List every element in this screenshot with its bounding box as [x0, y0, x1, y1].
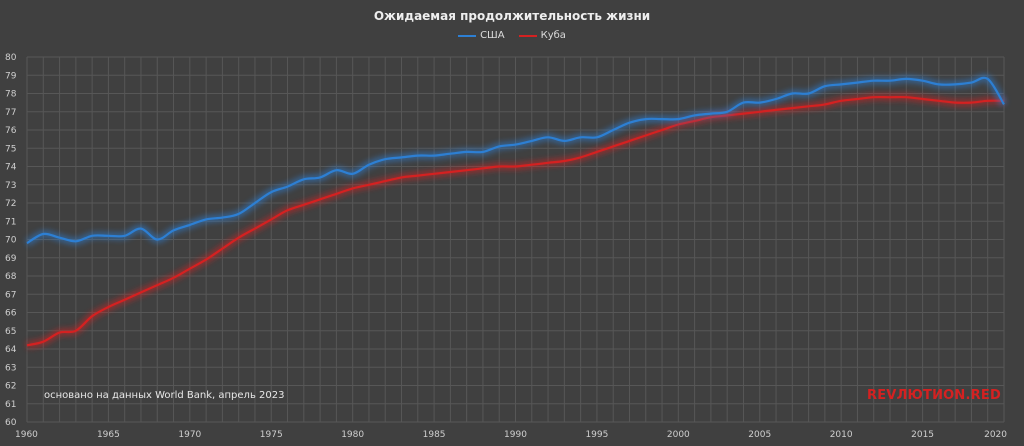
legend-label-cuba: Куба	[540, 30, 566, 41]
brand-logo-part: REV	[867, 388, 897, 403]
y-tick-label: 77	[5, 108, 16, 118]
grid	[26, 56, 1005, 423]
y-tick-label: 63	[5, 363, 16, 373]
brand-logo-mark: ЛЮ	[896, 388, 924, 403]
legend-swatch-cuba	[518, 34, 537, 37]
legend-item-usa: США	[458, 30, 505, 41]
y-tick-label: 62	[5, 382, 16, 392]
x-tick-label: 1985	[423, 430, 446, 440]
x-tick-label: 1995	[585, 430, 608, 440]
y-tick-label: 60	[5, 418, 17, 428]
y-tick-label: 64	[5, 345, 17, 355]
x-tick-label: 2005	[748, 430, 771, 440]
y-tick-label: 71	[5, 217, 16, 227]
y-tick-label: 66	[5, 309, 17, 319]
chart-title: Ожидаемая продолжительность жизни	[373, 9, 651, 23]
x-tick-label: 1960	[15, 430, 38, 440]
series-line-cuba	[26, 95, 1005, 347]
x-tick-label: 2000	[667, 430, 690, 440]
brand-logo: REVЛЮТИON.RED	[867, 388, 1001, 403]
y-tick-label: 69	[5, 254, 17, 264]
y-tick-label: 76	[5, 126, 17, 136]
y-tick-label: 78	[5, 90, 17, 100]
x-tick-label: 1980	[341, 430, 364, 440]
y-tick-label: 75	[5, 144, 16, 154]
legend-swatch-usa	[458, 34, 477, 37]
legend-item-cuba: Куба	[518, 30, 566, 41]
y-tick-label: 67	[5, 290, 16, 300]
y-tick-label: 73	[5, 181, 16, 191]
x-tick-label: 1975	[260, 430, 283, 440]
source-note: основано на данных World Bank, апрель 20…	[44, 390, 285, 401]
x-tick-label: 1990	[504, 430, 527, 440]
x-tick-label: 1970	[178, 430, 201, 440]
x-tick-label: 2010	[830, 430, 853, 440]
y-tick-label: 79	[5, 71, 17, 81]
chart-legend: США Куба	[0, 30, 1024, 41]
y-tick-label: 68	[5, 272, 17, 282]
legend-label-usa: США	[480, 30, 505, 41]
y-tick-label: 72	[5, 199, 16, 209]
x-tick-label: 2015	[911, 430, 934, 440]
series-line-usa	[26, 76, 1005, 245]
y-tick-label: 80	[5, 53, 17, 63]
y-tick-label: 74	[5, 163, 17, 173]
y-tick-label: 61	[5, 400, 16, 410]
x-tick-label: 2020	[984, 430, 1007, 440]
y-tick-label: 65	[5, 327, 16, 337]
brand-logo-part: ТИON.RED	[923, 388, 1001, 403]
x-tick-label: 1965	[97, 430, 120, 440]
y-tick-label: 70	[5, 236, 17, 246]
